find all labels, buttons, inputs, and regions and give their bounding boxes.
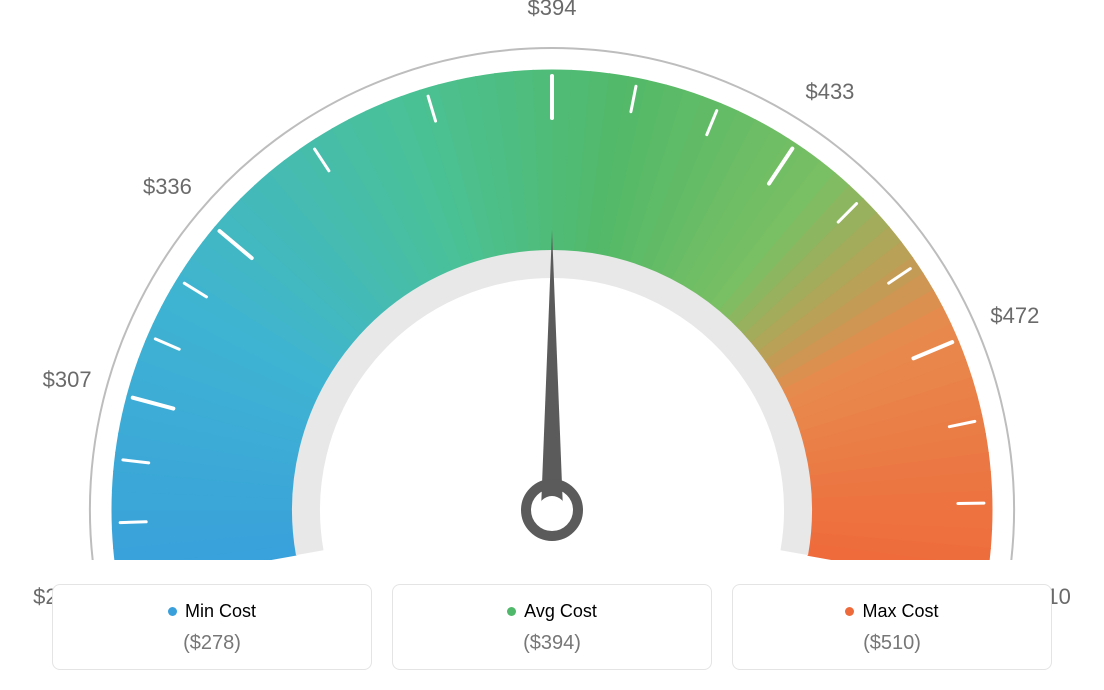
dot-icon [845, 607, 854, 616]
legend-value: ($394) [403, 632, 701, 655]
legend-row: Min Cost ($278) Avg Cost ($394) Max Cost… [0, 584, 1104, 670]
legend-card-max: Max Cost ($510) [732, 584, 1052, 670]
tick-label: $394 [528, 0, 577, 21]
tick-label: $307 [43, 367, 92, 393]
tick-minor [120, 522, 146, 523]
legend-label: Min Cost [185, 601, 256, 622]
dot-icon [168, 607, 177, 616]
cost-gauge-widget: $278$307$336$394$433$472$510 Min Cost ($… [0, 0, 1104, 690]
tick-label: $433 [805, 79, 854, 105]
dot-icon [507, 607, 516, 616]
tick-label: $336 [143, 174, 192, 200]
legend-card-min: Min Cost ($278) [52, 584, 372, 670]
legend-card-avg: Avg Cost ($394) [392, 584, 712, 670]
gauge-svg [0, 0, 1104, 560]
tick-label: $472 [990, 303, 1039, 329]
needle-hub-inner [538, 496, 566, 524]
legend-title-avg: Avg Cost [507, 601, 597, 622]
gauge-area: $278$307$336$394$433$472$510 [0, 0, 1104, 560]
legend-label: Max Cost [862, 601, 938, 622]
legend-value: ($278) [63, 632, 361, 655]
legend-title-min: Min Cost [168, 601, 256, 622]
legend-value: ($510) [743, 632, 1041, 655]
legend-label: Avg Cost [524, 601, 597, 622]
legend-title-max: Max Cost [845, 601, 938, 622]
